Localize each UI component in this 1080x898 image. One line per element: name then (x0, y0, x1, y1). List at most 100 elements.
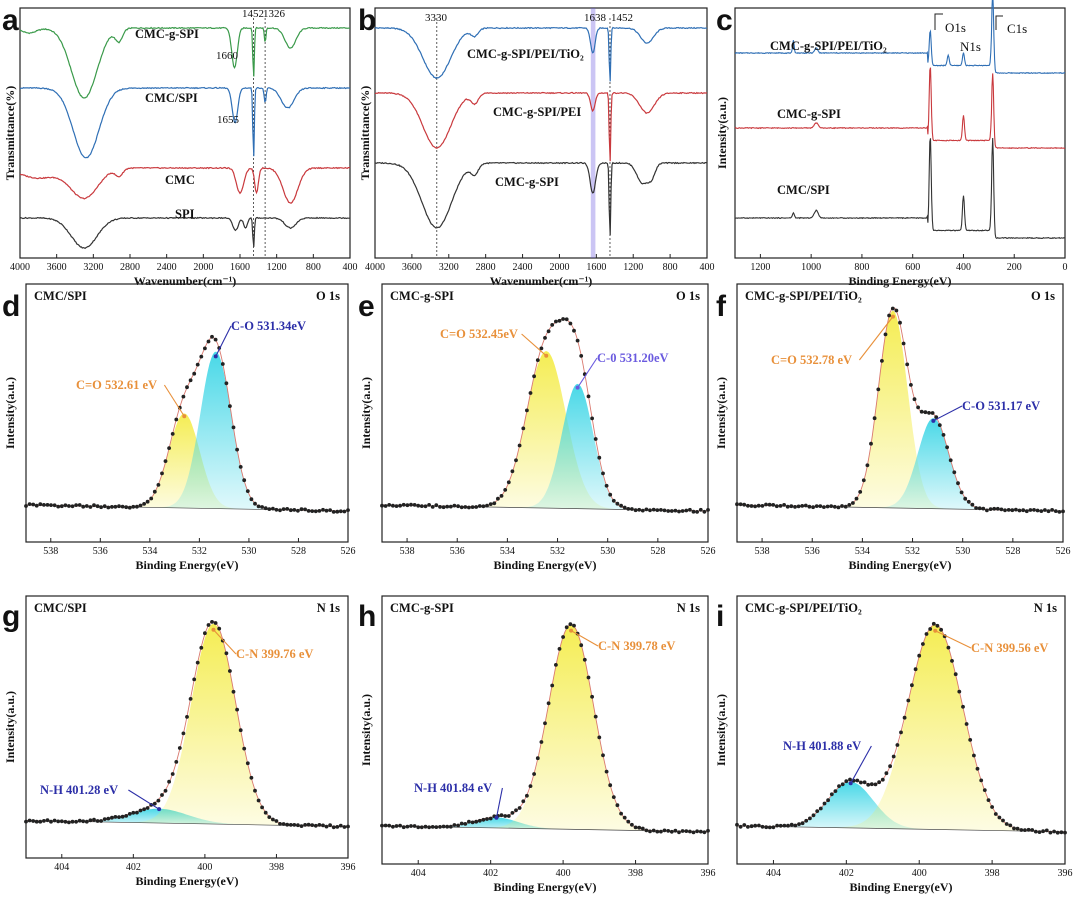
data-point (242, 478, 247, 483)
data-point (554, 663, 558, 667)
element-bracket (995, 15, 1003, 30)
highlight-band (590, 8, 596, 258)
data-point (753, 823, 758, 828)
axes-d: 538 536 534 532 530 528 526 Binding Energy(eV) I… (3, 283, 356, 572)
data-point (77, 818, 82, 823)
data-point (800, 821, 805, 826)
data-point (851, 501, 855, 505)
data-point (416, 503, 421, 508)
data-point (785, 504, 790, 509)
data-point (34, 819, 39, 824)
peak-label-e: C=O 532.45eV (440, 327, 518, 341)
data-point (92, 817, 96, 822)
x-axis-title-g: Binding Energy(eV) (135, 874, 238, 888)
data-point (163, 459, 168, 463)
data-point (170, 772, 175, 776)
annotation-arrow (935, 630, 972, 649)
data-point (633, 825, 638, 830)
x-tick-label-a: 3600 (47, 262, 67, 273)
data-point (288, 508, 293, 513)
data-point (394, 504, 399, 508)
data-point (438, 825, 442, 829)
data-point (271, 506, 275, 511)
data-point (459, 821, 464, 826)
data-point (651, 507, 656, 512)
panel-label-f: f (716, 290, 727, 323)
plot-area-f: CMC-g-SPI/PEI/TiO₂ O 1s C=O 532.78 eV C-O 5… (735, 289, 1065, 514)
data-point (706, 828, 710, 833)
data-point (203, 346, 207, 351)
data-point (67, 504, 71, 508)
plot-area-b (374, 8, 708, 258)
data-point (970, 502, 975, 507)
data-point (601, 471, 605, 476)
data-point (568, 622, 573, 627)
data-point (992, 506, 997, 511)
data-point (738, 502, 743, 507)
data-point (1048, 830, 1053, 835)
data-point (575, 338, 580, 343)
data-point (296, 508, 300, 513)
data-point (818, 504, 823, 508)
data-point (310, 823, 315, 827)
data-point (452, 503, 457, 508)
data-point (113, 815, 118, 819)
data-point (328, 508, 332, 512)
data-point (467, 819, 471, 824)
data-point (485, 817, 489, 821)
data-point (861, 478, 866, 483)
data-point (662, 828, 667, 833)
axes-i: 404 402 400 398 396 Binding Energy(eV) Intensi… (714, 595, 1073, 894)
data-point (1026, 827, 1031, 832)
data-point (88, 505, 93, 509)
data-point (928, 627, 933, 631)
data-point (317, 823, 322, 827)
data-point (691, 509, 696, 514)
plot-area-h: CMC-g-SPI N 1s N-H 401.84 eV C-N 399.78 eV (380, 601, 710, 835)
data-point (303, 823, 307, 827)
peak-fill-C=O 532.78 eV (737, 310, 1063, 511)
data-point (579, 643, 584, 648)
data-point (281, 507, 286, 511)
series-line-SPI (19, 216, 350, 249)
data-point (324, 508, 329, 513)
data-point (826, 798, 830, 803)
data-point (859, 780, 863, 785)
data-point (253, 788, 257, 793)
data-point (797, 822, 801, 826)
data-point (604, 769, 609, 774)
series-line-CMC-g-SPI/PEI/TiO₂ (374, 26, 707, 82)
data-point (224, 381, 229, 386)
data-point (796, 504, 801, 509)
data-point (901, 341, 906, 346)
x-tick-label-b: 400 (700, 262, 715, 273)
data-point (883, 332, 888, 337)
data-point (597, 735, 602, 740)
x-tick-label-a: 4000 (10, 262, 30, 273)
x-tick-label-b: 2000 (549, 262, 569, 273)
x-axis-title-f: Binding Energy(eV) (848, 558, 951, 572)
x-tick-label-c: 1200 (750, 262, 770, 273)
data-point (131, 504, 136, 509)
data-point (124, 505, 129, 510)
data-point (546, 329, 551, 334)
data-point (260, 505, 264, 509)
series-line-CMC-g-SPI/PEI (374, 91, 708, 162)
panel-label-e: e (358, 290, 375, 323)
x-tick-label-e: 532 (550, 546, 565, 557)
series-line-CMC/SPI (734, 137, 1066, 240)
data-point (167, 446, 172, 450)
data-point (543, 336, 547, 340)
data-point (412, 824, 417, 828)
peak-label-g: N-H 401.28 eV (40, 783, 118, 797)
series-label: CMC/SPI (777, 183, 830, 197)
data-point (753, 504, 757, 509)
data-point (673, 508, 678, 513)
data-point (434, 503, 439, 508)
data-point (840, 782, 845, 787)
plot-area-e: CMC-g-SPI O 1s C=O 532.45eV C-0 531.20eV (380, 289, 710, 514)
data-point (535, 756, 540, 761)
data-point (391, 503, 395, 508)
data-point (185, 715, 189, 719)
peak-fill-C-N 399.56 eV (737, 624, 1065, 832)
